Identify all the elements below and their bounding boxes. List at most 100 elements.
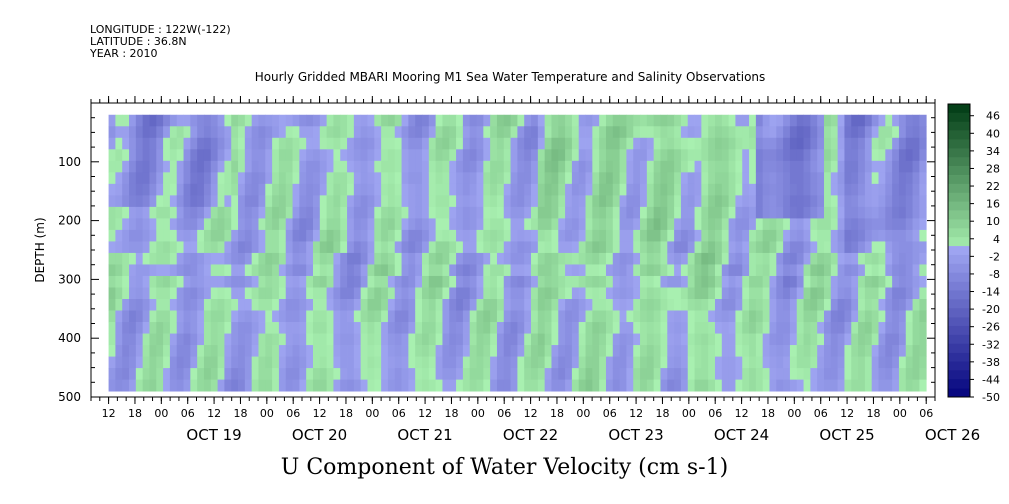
x-day-tick-label: OCT 26 (925, 426, 980, 444)
heatmap-cell (503, 299, 511, 311)
heatmap-cell (864, 183, 873, 196)
heatmap-cell (905, 218, 913, 231)
heatmap-cell (306, 322, 314, 334)
heatmap-cell (333, 229, 341, 242)
heatmap-cell (224, 183, 232, 196)
heatmap-cell (517, 114, 525, 127)
heatmap-cell (333, 345, 341, 357)
heatmap-cell (708, 322, 716, 334)
heatmap-cell (360, 252, 368, 265)
heatmap-cell (203, 218, 212, 231)
heatmap-cell (789, 356, 798, 369)
heatmap-cell (592, 287, 600, 300)
heatmap-cell (605, 345, 614, 357)
heatmap-cell (646, 310, 655, 323)
heatmap-cell (885, 299, 893, 311)
heatmap-cell (892, 172, 900, 185)
heatmap-cell (892, 206, 900, 219)
heatmap-cell (469, 356, 477, 369)
heatmap-cell (319, 126, 328, 139)
heatmap-cell (129, 356, 137, 369)
heatmap-cell (578, 172, 586, 185)
heatmap-cell (483, 149, 491, 162)
heatmap-cell (714, 137, 723, 150)
heatmap-cell (844, 149, 852, 162)
heatmap-cell (353, 241, 362, 254)
heatmap-cell (592, 333, 600, 346)
heatmap-cell (735, 379, 743, 392)
heatmap-cell (742, 195, 750, 208)
heatmap-cell (653, 322, 661, 334)
heatmap-cell (476, 322, 484, 334)
heatmap-cell (183, 229, 191, 242)
heatmap-cell (537, 345, 546, 357)
heatmap-cell (265, 333, 273, 346)
heatmap-cell (871, 137, 879, 150)
heatmap-cell (163, 287, 171, 300)
heatmap-cell (558, 126, 566, 139)
heatmap-cell (694, 160, 702, 173)
heatmap-cell (544, 287, 552, 300)
heatmap-cell (524, 252, 532, 265)
heatmap-cell (360, 287, 368, 300)
heatmap-cell (633, 379, 641, 392)
heatmap-cell (871, 379, 879, 392)
colorbar-swatch (948, 139, 970, 149)
heatmap-cell (810, 379, 818, 392)
heatmap-cell (864, 149, 873, 162)
heatmap-cell (449, 160, 457, 173)
heatmap-cell (387, 149, 396, 162)
heatmap-cell (783, 126, 791, 139)
heatmap-cell (238, 172, 246, 185)
heatmap-cell (299, 368, 307, 381)
heatmap-cell (149, 206, 157, 219)
heatmap-cell (864, 264, 873, 277)
colorbar-swatch (948, 157, 970, 167)
heatmap-cell (156, 322, 164, 334)
heatmap-cell (674, 160, 682, 173)
heatmap-cell (285, 195, 293, 208)
heatmap-cell (626, 229, 634, 242)
heatmap-cell (244, 126, 253, 139)
heatmap-cell (285, 252, 293, 265)
heatmap-cell (524, 206, 532, 219)
heatmap-cell (422, 275, 430, 288)
heatmap-cell (701, 195, 709, 208)
heatmap-cell (115, 206, 123, 219)
heatmap-cell (258, 275, 266, 288)
heatmap-cell (292, 333, 300, 346)
heatmap-cell (353, 345, 362, 357)
heatmap-cell (762, 241, 770, 254)
heatmap-cell (578, 264, 586, 277)
heatmap-cell (742, 333, 750, 346)
heatmap-cell (619, 195, 627, 208)
heatmap-cell (312, 368, 321, 381)
heatmap-cell (312, 275, 321, 288)
heatmap-cell (285, 368, 293, 381)
heatmap-cell (510, 241, 518, 254)
heatmap-cell (442, 218, 450, 231)
heatmap-cell (824, 368, 832, 381)
heatmap-cell (435, 149, 443, 162)
heatmap-cell (674, 356, 682, 369)
heatmap-cell (858, 126, 866, 139)
heatmap-cell (503, 287, 511, 300)
heatmap-cell (238, 206, 246, 219)
heatmap-cell (190, 195, 198, 208)
y-tick-label: 100 (58, 155, 81, 169)
heatmap-cell (796, 333, 804, 346)
heatmap-cell (299, 229, 307, 242)
heatmap-cell (108, 149, 116, 162)
heatmap-cell (544, 356, 552, 369)
heatmap-cell (558, 333, 566, 346)
heatmap-cell (728, 345, 736, 357)
heatmap-cell (408, 206, 416, 219)
heatmap-cell (408, 241, 416, 254)
heatmap-cell (571, 114, 580, 127)
heatmap-cell (837, 229, 845, 242)
heatmap-cell (912, 275, 920, 288)
heatmap-cell (190, 368, 198, 381)
heatmap-cell (306, 310, 314, 323)
heatmap-cell (326, 218, 334, 231)
heatmap-cell (735, 241, 743, 254)
